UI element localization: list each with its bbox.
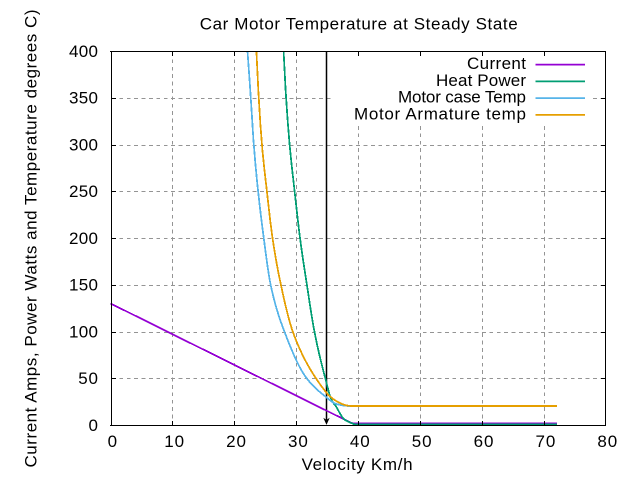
svg-text:Heat Power: Heat Power [436,71,526,90]
svg-text:300: 300 [69,135,98,154]
svg-text:100: 100 [69,322,98,341]
svg-text:50: 50 [78,369,98,388]
svg-text:10: 10 [164,432,184,451]
svg-text:Motor case Temp: Motor case Temp [398,88,526,107]
svg-text:Velocity Km/h: Velocity Km/h [302,455,413,474]
svg-text:150: 150 [69,276,98,295]
svg-text:60: 60 [474,432,494,451]
svg-text:50: 50 [412,432,432,451]
svg-text:400: 400 [69,42,98,61]
svg-text:40: 40 [350,432,370,451]
svg-text:30: 30 [288,432,308,451]
svg-text:Car Motor Temperature at Stead: Car Motor Temperature at Steady State [200,15,518,34]
svg-text:Motor Armature temp: Motor Armature temp [354,105,526,124]
svg-text:70: 70 [536,432,556,451]
svg-text:Current Amps, Power Watts and: Current Amps, Power Watts and Temperatur… [21,10,40,468]
svg-text:200: 200 [69,229,98,248]
svg-text:0: 0 [108,432,117,451]
svg-text:80: 80 [597,432,617,451]
svg-text:350: 350 [69,89,98,108]
svg-text:20: 20 [226,432,246,451]
svg-text:250: 250 [69,182,98,201]
svg-text:0: 0 [89,416,98,435]
svg-text:Current: Current [467,54,526,73]
